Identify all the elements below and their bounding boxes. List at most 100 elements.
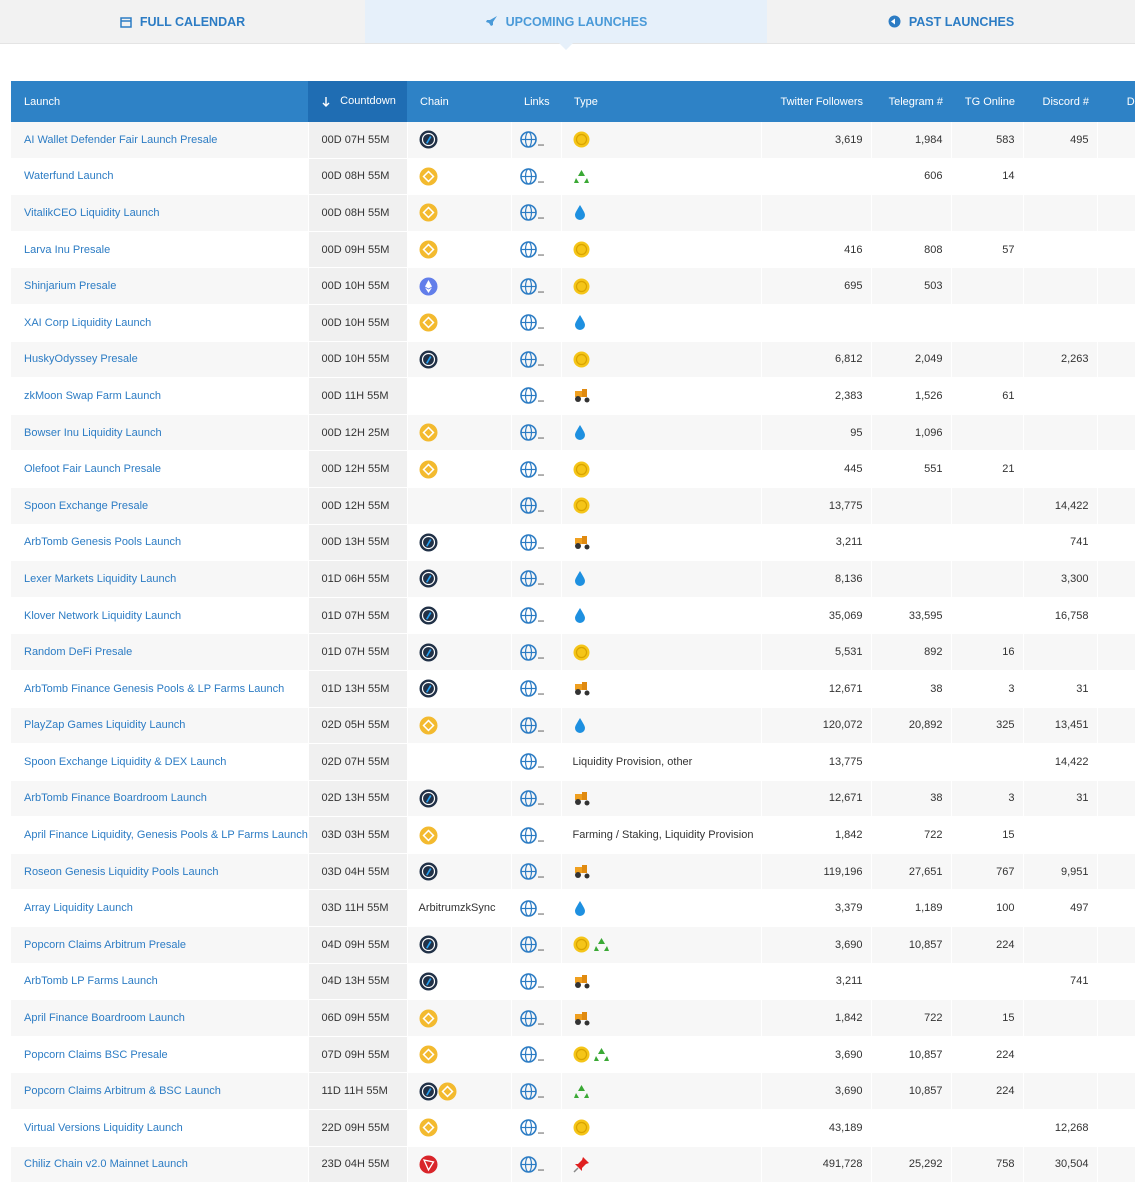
farm-icon xyxy=(574,535,589,550)
links-icon[interactable] xyxy=(519,241,546,258)
launch-name[interactable]: Spoon Exchange Liquidity & DEX Launch xyxy=(11,743,309,781)
launch-row: XAI Corp Liquidity Launch 00D 10H 55M xyxy=(11,304,1135,342)
links-icon[interactable] xyxy=(519,1156,546,1173)
discord-online xyxy=(1097,780,1135,818)
tab[interactable]: PAST LAUNCHES xyxy=(767,0,1135,43)
chain xyxy=(407,1146,512,1184)
links-icon[interactable] xyxy=(519,936,546,954)
launch-name[interactable]: Shinjarium Presale xyxy=(11,267,309,305)
launch-name[interactable]: April Finance Liquidity, Genesis Pools &… xyxy=(11,816,309,854)
column-header[interactable]: Countdown xyxy=(308,81,407,122)
telegram xyxy=(871,194,952,232)
countdown: 03D 03H 55M xyxy=(308,816,408,854)
chain xyxy=(407,1072,512,1111)
telegram: 551 xyxy=(871,450,952,488)
launch-name[interactable]: Waterfund Launch xyxy=(11,158,309,196)
links-icon[interactable] xyxy=(519,351,546,368)
links-icon[interactable] xyxy=(519,826,546,844)
type xyxy=(561,1036,762,1074)
chain xyxy=(407,926,512,964)
links-icon[interactable] xyxy=(519,1009,546,1027)
twitter: 8,136 xyxy=(761,560,872,598)
launch-name[interactable]: Popcorn Claims Arbitrum Presale xyxy=(11,926,309,964)
launch-name[interactable]: Random DeFi Presale xyxy=(11,633,309,671)
tab[interactable]: FULL CALENDAR xyxy=(0,0,365,43)
launch-name[interactable]: Spoon Exchange Presale xyxy=(11,487,309,525)
links-icon[interactable] xyxy=(519,277,546,295)
links-icon[interactable] xyxy=(519,753,546,771)
links-icon[interactable] xyxy=(519,1119,546,1137)
links-icon[interactable] xyxy=(519,680,546,698)
links-icon[interactable] xyxy=(519,168,546,185)
liquidity-icon xyxy=(574,717,585,733)
links-icon[interactable] xyxy=(519,570,546,588)
column-header: Type xyxy=(561,81,761,122)
launch-name[interactable]: ArbTomb LP Farms Launch xyxy=(11,963,309,1001)
launch-name[interactable]: PlayZap Games Liquidity Launch xyxy=(11,707,309,745)
launch-name[interactable]: Virtual Versions Liquidity Launch xyxy=(11,1109,309,1147)
launch-name[interactable]: Bowser Inu Liquidity Launch xyxy=(11,414,309,452)
discord-online xyxy=(1097,1109,1135,1147)
launch-name[interactable]: Chiliz Chain v2.0 Mainnet Launch xyxy=(11,1146,309,1184)
links-icon[interactable] xyxy=(519,1082,546,1100)
links-icon[interactable] xyxy=(519,643,546,661)
arbitrum-icon xyxy=(419,935,437,954)
launch-row: April Finance Liquidity, Genesis Pools &… xyxy=(11,816,1135,854)
links-icon[interactable] xyxy=(519,387,546,405)
chain xyxy=(407,414,512,452)
links-icon[interactable] xyxy=(519,973,546,990)
discord xyxy=(1023,231,1098,269)
launch-name[interactable]: Popcorn Claims BSC Presale xyxy=(11,1036,309,1074)
launch-name[interactable]: HuskyOdyssey Presale xyxy=(11,341,309,379)
links-icon[interactable] xyxy=(519,790,546,807)
telegram: 722 xyxy=(871,816,952,854)
launch-name[interactable]: Popcorn Claims Arbitrum & BSC Launch xyxy=(11,1072,309,1111)
chain xyxy=(407,194,512,232)
launch-name[interactable]: Olefoot Fair Launch Presale xyxy=(11,450,309,488)
arbitrum-icon xyxy=(419,569,437,588)
links-icon[interactable] xyxy=(519,534,546,551)
discord: 14,422 xyxy=(1023,487,1098,525)
launch-name[interactable]: AI Wallet Defender Fair Launch Presale xyxy=(11,122,309,159)
links-icon[interactable] xyxy=(519,1046,546,1063)
launch-name[interactable]: Roseon Genesis Liquidity Pools Launch xyxy=(11,853,309,891)
links-icon[interactable] xyxy=(519,607,546,624)
links-icon[interactable] xyxy=(519,131,546,149)
tab[interactable]: UPCOMING LAUNCHES xyxy=(365,0,767,50)
countdown: 03D 11H 55M xyxy=(308,889,408,928)
links-icon[interactable] xyxy=(519,497,546,515)
launch-name[interactable]: Lexer Markets Liquidity Launch xyxy=(11,560,309,598)
links-icon[interactable] xyxy=(519,716,546,734)
presale-icon xyxy=(573,1046,589,1063)
launch-name[interactable]: ArbTomb Finance Genesis Pools & LP Farms… xyxy=(11,670,309,708)
launch-name[interactable]: XAI Corp Liquidity Launch xyxy=(11,304,309,342)
launch-name[interactable]: Array Liquidity Launch xyxy=(11,889,309,928)
launch-row: ArbTomb Finance Genesis Pools & LP Farms… xyxy=(11,670,1135,708)
twitter: 3,690 xyxy=(761,1036,872,1074)
telegram: 503 xyxy=(871,267,952,305)
type xyxy=(561,450,762,488)
chain xyxy=(407,707,512,745)
launch-name[interactable]: ArbTomb Finance Boardroom Launch xyxy=(11,780,309,818)
twitter: 3,379 xyxy=(761,889,872,928)
discord-online xyxy=(1097,999,1135,1037)
launch-name[interactable]: April Finance Boardroom Launch xyxy=(11,999,309,1037)
links-icon[interactable] xyxy=(519,424,546,441)
links xyxy=(511,743,562,781)
links-icon[interactable] xyxy=(519,204,546,222)
launch-name[interactable]: Klover Network Liquidity Launch xyxy=(11,597,309,635)
launch-name[interactable]: VitalikCEO Liquidity Launch xyxy=(11,194,309,232)
launch-name[interactable]: ArbTomb Genesis Pools Launch xyxy=(11,524,309,562)
launch-name[interactable]: Larva Inu Presale xyxy=(11,231,309,269)
links-icon[interactable] xyxy=(519,460,546,478)
discord-online xyxy=(1097,1146,1135,1184)
launch-name[interactable]: zkMoon Swap Farm Launch xyxy=(11,377,309,415)
links-icon[interactable] xyxy=(519,863,546,880)
links-icon[interactable] xyxy=(519,314,546,332)
telegram: 1,096 xyxy=(871,414,952,452)
links-icon[interactable] xyxy=(519,899,546,917)
column-header: Launch xyxy=(11,81,308,122)
telegram xyxy=(871,963,952,1001)
tg-online: 224 xyxy=(951,1036,1024,1074)
type: Farming / Staking, Liquidity Provision xyxy=(561,816,762,854)
